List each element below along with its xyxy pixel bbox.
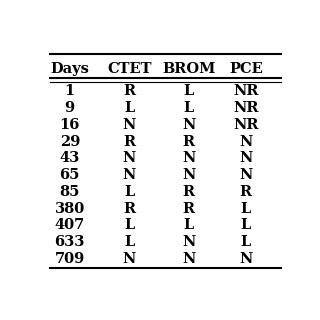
Text: 633: 633 [55,235,85,249]
Text: N: N [182,118,196,132]
Text: R: R [123,135,135,149]
Text: L: L [184,219,194,232]
Text: L: L [124,219,134,232]
Text: NR: NR [233,101,259,115]
Text: R: R [183,202,195,216]
Text: N: N [239,151,252,165]
Text: PCE: PCE [229,62,263,76]
Text: R: R [123,202,135,216]
Text: 29: 29 [60,135,80,149]
Text: L: L [184,84,194,98]
Text: L: L [124,235,134,249]
Text: N: N [182,151,196,165]
Text: 16: 16 [60,118,80,132]
Text: N: N [182,235,196,249]
Text: Days: Days [50,62,89,76]
Text: 43: 43 [60,151,80,165]
Text: N: N [182,252,196,266]
Text: N: N [123,168,136,182]
Text: 380: 380 [55,202,85,216]
Text: L: L [184,101,194,115]
Text: N: N [239,135,252,149]
Text: NR: NR [233,118,259,132]
Text: R: R [240,185,252,199]
Text: 709: 709 [55,252,85,266]
Text: N: N [239,252,252,266]
Text: N: N [123,252,136,266]
Text: R: R [183,135,195,149]
Text: L: L [241,202,251,216]
Text: L: L [241,219,251,232]
Text: 407: 407 [55,219,85,232]
Text: N: N [123,118,136,132]
Text: N: N [182,168,196,182]
Text: 1: 1 [65,84,75,98]
Text: BROM: BROM [162,62,215,76]
Text: 65: 65 [60,168,80,182]
Text: CTET: CTET [107,62,152,76]
Text: R: R [183,185,195,199]
Text: L: L [124,101,134,115]
Text: N: N [123,151,136,165]
Text: L: L [124,185,134,199]
Text: N: N [239,168,252,182]
Text: 9: 9 [65,101,75,115]
Text: R: R [123,84,135,98]
Text: NR: NR [233,84,259,98]
Text: L: L [241,235,251,249]
Text: 85: 85 [60,185,80,199]
